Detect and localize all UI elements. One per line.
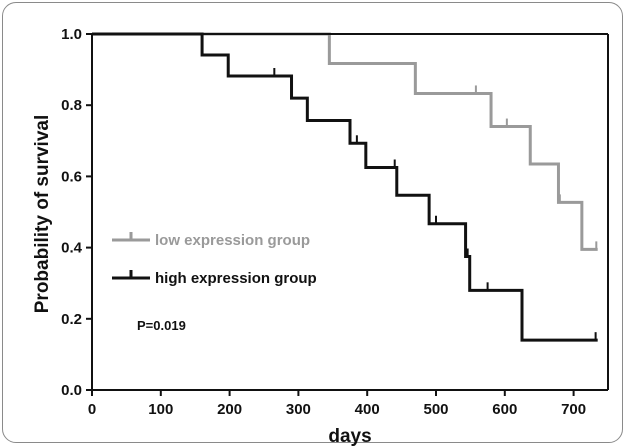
x-tick-label-0: 0 bbox=[88, 401, 96, 418]
x-tick-label-500: 500 bbox=[423, 401, 448, 418]
legend-item-low-expression: low expression group bbox=[112, 232, 310, 249]
y-tick-label-2: 0.4 bbox=[61, 240, 83, 257]
y-tick-label-3: 0.6 bbox=[61, 168, 82, 185]
y-tick-label-4: 0.8 bbox=[61, 97, 82, 114]
p-value-annotation: P=0.019 bbox=[137, 318, 186, 333]
x-tick-label-700: 700 bbox=[561, 401, 586, 418]
y-axis-title: Probability of survival bbox=[32, 115, 53, 314]
x-tick-label-200: 200 bbox=[217, 401, 242, 418]
figure-frame bbox=[2, 2, 623, 443]
legend-label-low-expression: low expression group bbox=[155, 232, 310, 249]
legend-swatch-low-expression bbox=[112, 232, 150, 242]
legend-item-high-expression: high expression group bbox=[112, 270, 317, 287]
legend: low expression group high expression gro… bbox=[112, 232, 317, 287]
x-tick-label-400: 400 bbox=[355, 401, 380, 418]
y-tick-label-0: 0.0 bbox=[61, 382, 82, 399]
x-tick-label-600: 600 bbox=[492, 401, 517, 418]
y-tick-label-5: 1.0 bbox=[61, 26, 82, 43]
x-axis-title: days bbox=[328, 426, 371, 447]
x-tick-label-100: 100 bbox=[148, 401, 173, 418]
series-line-high-expression-group bbox=[92, 32, 598, 342]
legend-swatch-high-expression bbox=[112, 270, 150, 280]
y-tick-label-1: 0.2 bbox=[61, 311, 82, 328]
legend-label-high-expression: high expression group bbox=[155, 270, 317, 287]
series-line-low-expression-group bbox=[92, 32, 598, 251]
x-tick-label-300: 300 bbox=[286, 401, 311, 418]
